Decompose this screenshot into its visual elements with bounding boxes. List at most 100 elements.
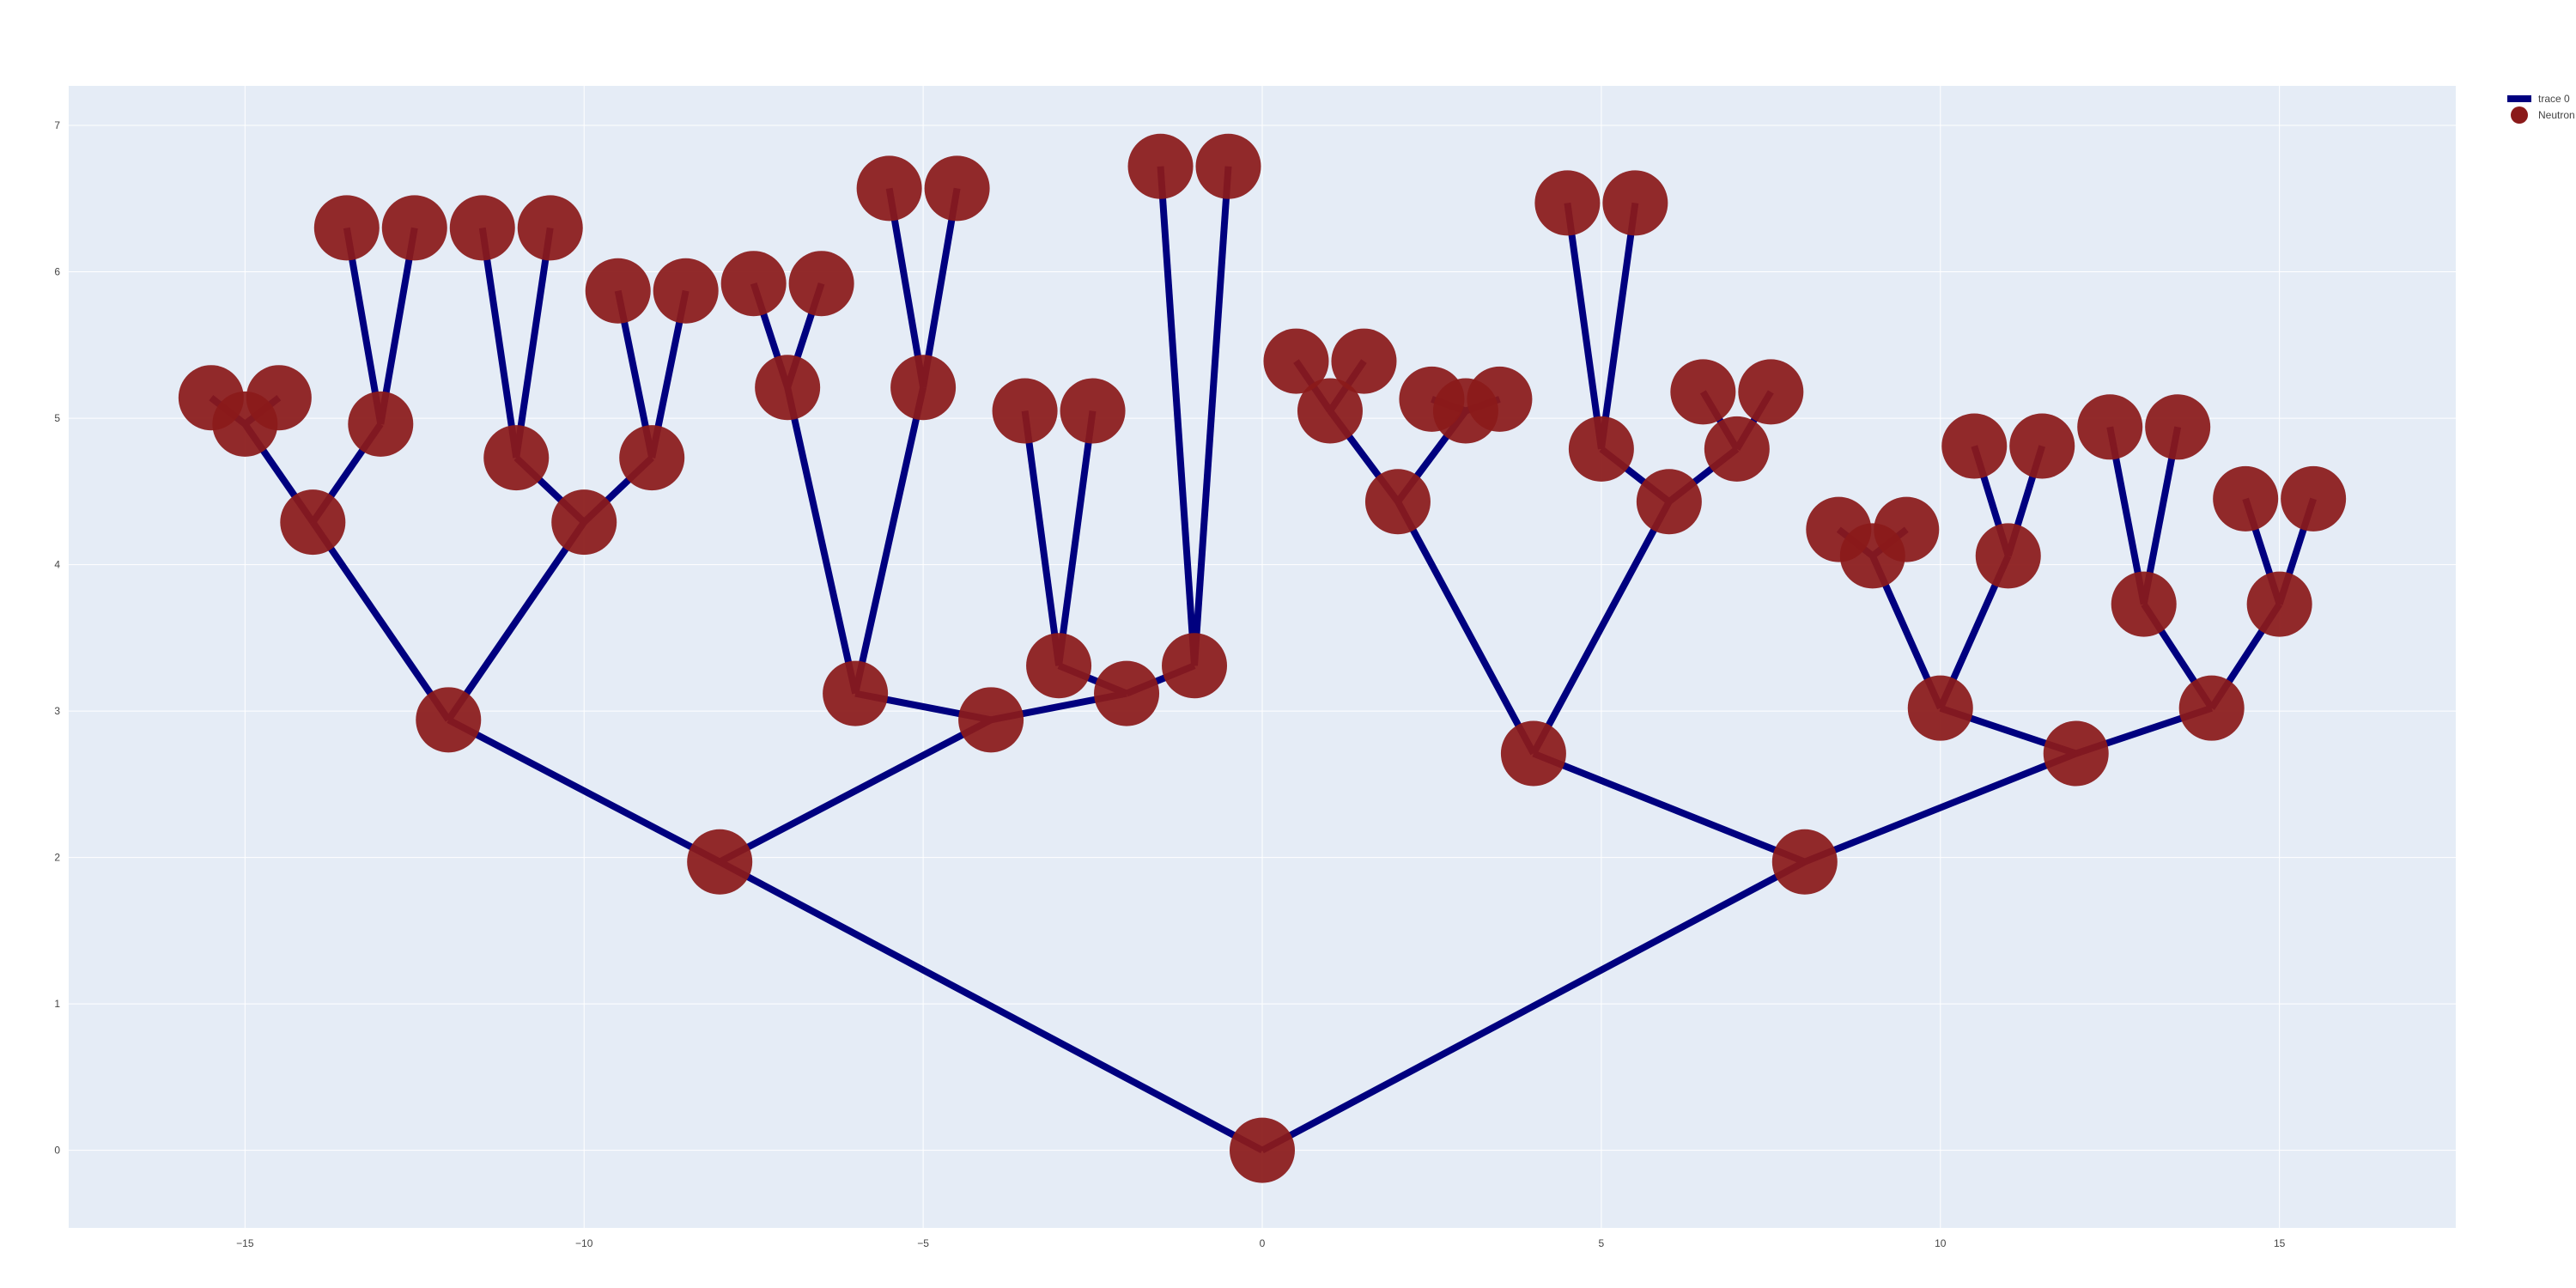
neutron-marker[interactable] [1162, 633, 1228, 699]
neutron-marker[interactable] [246, 365, 312, 431]
neutron-marker[interactable] [2077, 394, 2143, 460]
x-tick-label: 0 [1260, 1237, 1266, 1249]
trace-0-segment [852, 386, 927, 695]
x-axis-ticks: −15 −10 −5 0 5 10 15 [236, 1237, 2285, 1249]
neutron-marker[interactable] [1907, 675, 1973, 741]
y-tick-label: 5 [54, 412, 60, 424]
trace-0-segment [377, 227, 418, 425]
neutron-marker[interactable] [1602, 170, 1668, 236]
x-tick-label: 10 [1935, 1237, 1947, 1249]
trace-0-segment [1564, 202, 1605, 450]
trace-0-segment [1021, 410, 1063, 666]
neutron-marker[interactable] [1738, 359, 1804, 425]
x-tick-label: 5 [1599, 1237, 1605, 1249]
neutron-marker[interactable] [1670, 359, 1736, 425]
neutron-marker[interactable] [1500, 720, 1566, 787]
neutron-marker[interactable] [720, 251, 787, 317]
neutron-marker[interactable] [924, 155, 990, 222]
neutron-marker[interactable] [1975, 523, 2041, 589]
neutron-marker[interactable] [1771, 829, 1838, 895]
neutron-marker[interactable] [1094, 660, 1160, 726]
neutron-marker[interactable] [2213, 465, 2279, 532]
neutron-marker[interactable] [483, 425, 550, 491]
neutron-marker[interactable] [1127, 133, 1194, 199]
neutron-marker[interactable] [1467, 366, 1533, 432]
legend-item-neutron[interactable]: Neutron [2511, 106, 2575, 124]
y-tick-label: 4 [54, 559, 60, 571]
neutron-marker[interactable] [1026, 633, 1092, 699]
trace-0-segment [718, 716, 993, 866]
neutron-marker[interactable] [551, 489, 617, 556]
neutron-marker[interactable] [585, 258, 651, 324]
neutron-marker[interactable] [1060, 378, 1126, 444]
trace-0-segment [1532, 750, 1807, 866]
neutron-marker[interactable] [381, 195, 447, 261]
x-tick-label: 15 [2274, 1237, 2286, 1249]
neutron-marker[interactable] [992, 378, 1058, 444]
legend-label-trace-0: trace 0 [2538, 93, 2570, 105]
neutron-marker[interactable] [1636, 469, 1702, 535]
x-tick-label: −5 [917, 1237, 929, 1249]
neutron-marker[interactable] [1704, 416, 1770, 482]
neutron-marker[interactable] [890, 355, 957, 421]
trace-0-segment [1803, 750, 2078, 866]
neutron-marker[interactable] [788, 251, 854, 317]
neutron-marker[interactable] [755, 355, 821, 421]
trace-0-segment [1157, 166, 1199, 666]
neutron-marker[interactable] [2111, 571, 2177, 637]
legend-item-trace-0[interactable]: trace 0 [2507, 93, 2570, 105]
neutron-marker[interactable] [1534, 170, 1601, 236]
y-tick-label: 6 [54, 266, 60, 278]
neutron-marker[interactable] [687, 829, 753, 895]
trace-0-segment [513, 227, 554, 459]
x-tick-label: −15 [236, 1237, 254, 1249]
neutron-marker[interactable] [2281, 465, 2347, 532]
neutron-marker[interactable] [619, 425, 685, 491]
trace-0-segment [1191, 166, 1232, 666]
trace-0-segment [343, 227, 385, 425]
neutron-marker[interactable] [348, 391, 414, 457]
neutron-marker[interactable] [1874, 496, 1940, 562]
neutron-marker[interactable] [1364, 469, 1431, 535]
trace-0-segment [1530, 500, 1673, 756]
neutron-marker[interactable] [1941, 413, 2008, 479]
neutron-markers [178, 133, 2347, 1183]
y-tick-label: 0 [54, 1145, 60, 1157]
trace-0-segment [478, 227, 520, 459]
neutron-marker[interactable] [1806, 496, 1872, 562]
trace-0-segment [718, 859, 1264, 1154]
trace-0-segment [1597, 202, 1639, 450]
neutron-marker[interactable] [178, 365, 244, 431]
y-tick-label: 3 [54, 705, 60, 717]
neutron-marker[interactable] [313, 195, 380, 261]
neutron-marker[interactable] [653, 258, 719, 324]
neutron-marker[interactable] [1263, 328, 1329, 394]
neutron-marker[interactable] [958, 687, 1024, 753]
y-tick-label: 7 [54, 119, 60, 131]
neutron-marker[interactable] [823, 660, 889, 726]
legend[interactable]: trace 0 Neutron [2507, 93, 2575, 124]
x-tick-label: −10 [575, 1237, 593, 1249]
neutron-marker[interactable] [280, 489, 346, 556]
y-axis-ticks: 0 1 2 3 4 5 6 7 [54, 119, 60, 1157]
neutron-marker[interactable] [856, 155, 922, 222]
legend-marker-swatch [2511, 106, 2528, 124]
neutron-marker[interactable] [1195, 133, 1261, 199]
neutron-marker[interactable] [2009, 413, 2075, 479]
legend-label-neutron: Neutron [2538, 109, 2575, 121]
neutron-marker[interactable] [449, 195, 515, 261]
neutron-marker[interactable] [2246, 571, 2312, 637]
neutron-marker[interactable] [2178, 675, 2245, 741]
neutron-marker[interactable] [416, 687, 482, 753]
y-tick-label: 1 [54, 998, 60, 1010]
neutron-marker[interactable] [1230, 1117, 1295, 1183]
neutron-marker[interactable] [2145, 394, 2211, 460]
neutron-marker[interactable] [1331, 328, 1397, 394]
neutron-marker[interactable] [1568, 416, 1634, 482]
neutron-marker[interactable] [1297, 378, 1363, 444]
neutron-marker[interactable] [517, 195, 583, 261]
neutron-marker[interactable] [1399, 366, 1465, 432]
neutron-marker[interactable] [2043, 720, 2109, 787]
trace-0-segment [1394, 500, 1537, 756]
